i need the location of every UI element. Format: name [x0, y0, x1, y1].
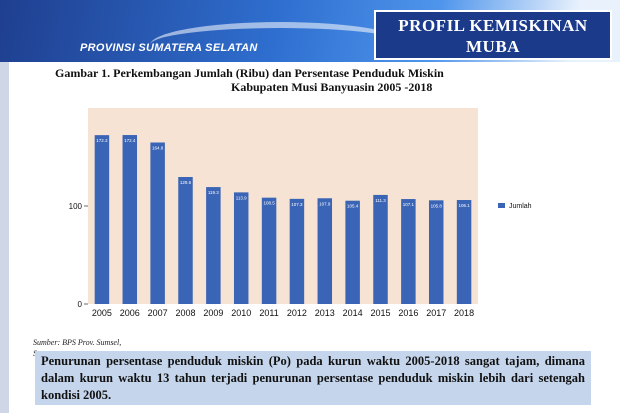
- data-label-2005: 172.3: [96, 138, 108, 143]
- x-tick-label-2017: 2017: [426, 308, 446, 318]
- bar-2017: [428, 200, 444, 304]
- profile-title-line1: PROFIL KEMISKINAN: [398, 16, 588, 35]
- data-label-2015: 111.3: [375, 198, 386, 203]
- x-tick-label-2016: 2016: [398, 308, 418, 318]
- data-label-2007: 164.8: [152, 145, 164, 150]
- poverty-bar-chart: 172.3 172.4 164.8 129.6 119.3 113.9 108.5 107.3…: [69, 108, 532, 318]
- x-tick-label-2006: 2006: [120, 308, 140, 318]
- bar-2014: [345, 200, 360, 304]
- x-tick-label-2013: 2013: [315, 308, 335, 318]
- x-tick-label-2010: 2010: [231, 308, 251, 318]
- data-label-2014: 105.4: [347, 204, 359, 209]
- x-tick-label-2008: 2008: [175, 308, 195, 318]
- bar-2010: [233, 192, 249, 304]
- bar-2013: [317, 198, 333, 304]
- data-label-2006: 172.4: [124, 138, 136, 143]
- bar-2009: [206, 187, 221, 304]
- data-label-2018: 106.1: [458, 203, 470, 208]
- legend-label-jumlah: Jumlah: [509, 203, 532, 210]
- source-line1: Sumber: BPS Prov. Sumsel,: [33, 338, 122, 347]
- bar-2008: [178, 176, 193, 304]
- figure-title-line2: Kabupaten Musi Banyuasin 2005 -2018: [231, 80, 433, 94]
- figure-title: Gambar 1. Perkembangan Jumlah (Ribu) dan…: [55, 66, 535, 94]
- bar-2016: [401, 199, 416, 304]
- figure-title-line1: Gambar 1. Perkembangan Jumlah (Ribu) dan…: [55, 66, 444, 80]
- legend-swatch-jumlah: [498, 203, 505, 208]
- data-label-2010: 113.9: [236, 195, 247, 200]
- y-tick-label-100: 100: [69, 202, 83, 211]
- province-label: PROVINSI SUMATERA SELATAN: [80, 42, 258, 54]
- bar-2005: [94, 135, 110, 304]
- x-tick-label-2018: 2018: [454, 308, 474, 318]
- slide-header: PROVINSI SUMATERA SELATAN PROFIL KEMISKI…: [0, 0, 620, 62]
- x-tick-label-2009: 2009: [203, 308, 223, 318]
- data-label-2016: 107.1: [403, 202, 415, 207]
- data-label-2017: 105.8: [431, 203, 443, 208]
- data-label-2012: 107.3: [291, 202, 303, 207]
- profile-title-box: PROFIL KEMISKINAN MUBA: [374, 10, 612, 60]
- bar-2006: [122, 135, 138, 304]
- bar-2012: [289, 198, 305, 304]
- bar-2018: [456, 200, 472, 304]
- x-tick-label-2015: 2015: [370, 308, 390, 318]
- x-tick-label-2005: 2005: [92, 308, 112, 318]
- x-tick-label-2012: 2012: [287, 308, 307, 318]
- header-swoosh-decoration: [150, 22, 410, 62]
- x-tick-label-2007: 2007: [148, 308, 168, 318]
- left-edge-strip: [0, 0, 9, 413]
- summary-note-box: Penurunan persentase penduduk miskin (Po…: [35, 351, 591, 405]
- bar-2007: [150, 142, 165, 304]
- bar-2011: [261, 197, 277, 304]
- bar-2015: [373, 194, 388, 304]
- profile-title-line2: MUBA: [466, 37, 520, 56]
- data-label-2009: 119.3: [208, 190, 219, 195]
- data-label-2011: 108.5: [263, 201, 275, 206]
- x-tick-label-2014: 2014: [343, 308, 363, 318]
- x-tick-label-2011: 2011: [259, 308, 278, 318]
- plot-area: [88, 108, 478, 304]
- data-label-2013: 107.9: [319, 201, 331, 206]
- y-tick-label-0: 0: [78, 300, 83, 309]
- data-label-2008: 129.6: [180, 180, 192, 185]
